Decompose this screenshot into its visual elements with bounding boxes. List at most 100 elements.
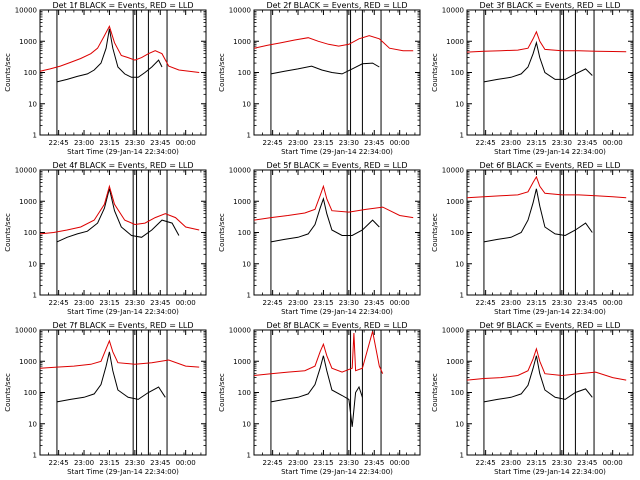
x-tick-label: 23:45 xyxy=(364,139,384,147)
series-line-events xyxy=(270,196,380,243)
plot-frame xyxy=(466,169,634,296)
x-tick-label: 22:45 xyxy=(476,139,496,147)
x-tick-label: 00:00 xyxy=(603,299,623,307)
series-line-events xyxy=(56,28,163,83)
x-tick-label: 23:00 xyxy=(74,139,94,147)
series-line-events xyxy=(483,355,593,403)
y-tick-label: 100 xyxy=(24,229,37,237)
y-axis-label: Counts/sec xyxy=(4,213,12,252)
y-tick-label: 10000 xyxy=(442,167,464,175)
x-tick-label: 23:15 xyxy=(99,299,119,307)
series-line-events xyxy=(56,351,166,403)
series-line-events xyxy=(270,62,380,75)
x-tick-label: 23:45 xyxy=(577,299,597,307)
x-tick-label: 23:15 xyxy=(313,299,333,307)
y-axis-label: Counts/sec xyxy=(218,53,226,92)
y-axis-label: Counts/sec xyxy=(218,213,226,252)
y-tick-label: 10000 xyxy=(15,327,37,335)
x-tick-label: 00:00 xyxy=(603,139,623,147)
detector-panel-3: Det 3f BLACK = Events, RED = LLD Counts/s… xyxy=(431,1,634,156)
x-tick-label: 22:45 xyxy=(476,299,496,307)
y-tick-label: 10 xyxy=(242,260,251,268)
x-tick-label: 00:00 xyxy=(390,459,410,467)
plot-frame xyxy=(39,169,207,296)
x-tick-label: 23:00 xyxy=(501,139,521,147)
x-tick-label: 23:45 xyxy=(364,459,384,467)
y-tick-label: 1 xyxy=(247,292,251,300)
y-tick-label: 1000 xyxy=(233,38,251,46)
y-tick-label: 1 xyxy=(460,292,464,300)
y-tick-label: 1000 xyxy=(19,358,37,366)
x-tick-label: 23:15 xyxy=(526,139,546,147)
x-tick-label: 23:45 xyxy=(150,139,170,147)
x-tick-label: 23:30 xyxy=(125,299,145,307)
series-line-lld xyxy=(39,25,200,73)
y-tick-label: 1 xyxy=(460,132,464,140)
y-tick-label: 1000 xyxy=(446,358,464,366)
x-tick-label: 00:00 xyxy=(390,299,410,307)
y-tick-label: 10 xyxy=(455,260,464,268)
detector-panel-6: Det 6f BLACK = Events, RED = LLD Counts/s… xyxy=(431,161,634,316)
x-tick-label: 00:00 xyxy=(390,139,410,147)
y-tick-label: 1 xyxy=(33,132,37,140)
x-axis-label: Start Time (29-Jan-14 22:34:00) xyxy=(67,468,179,476)
panel-title: Det 8f BLACK = Events, RED = LLD xyxy=(266,321,407,330)
x-tick-label: 23:00 xyxy=(501,299,521,307)
plot-frame xyxy=(39,329,207,456)
x-tick-label: 23:45 xyxy=(150,459,170,467)
y-tick-label: 10000 xyxy=(442,7,464,15)
series-line-lld xyxy=(466,30,627,53)
x-tick-label: 23:15 xyxy=(99,459,119,467)
x-tick-label: 23:00 xyxy=(74,299,94,307)
plot-frame xyxy=(466,9,634,136)
y-tick-label: 10000 xyxy=(15,7,37,15)
detector-panel-2: Det 2f BLACK = Events, RED = LLD Counts/s… xyxy=(218,1,421,156)
x-tick-label: 22:45 xyxy=(49,139,69,147)
panel-title: Det 6f BLACK = Events, RED = LLD xyxy=(479,161,620,170)
y-axis-label: Counts/sec xyxy=(4,53,12,92)
x-tick-label: 23:15 xyxy=(526,459,546,467)
x-axis-label: Start Time (29-Jan-14 22:34:00) xyxy=(281,468,393,476)
y-tick-label: 10 xyxy=(28,100,37,108)
panel-title: Det 7f BLACK = Events, RED = LLD xyxy=(52,321,193,330)
y-tick-label: 100 xyxy=(451,69,464,77)
x-tick-label: 23:15 xyxy=(313,139,333,147)
x-tick-label: 23:00 xyxy=(288,139,308,147)
series-line-events xyxy=(483,40,593,83)
y-tick-label: 10000 xyxy=(229,7,251,15)
x-tick-label: 00:00 xyxy=(176,139,196,147)
x-tick-label: 23:30 xyxy=(339,139,359,147)
x-tick-label: 23:15 xyxy=(526,299,546,307)
x-tick-label: 22:45 xyxy=(49,459,69,467)
y-tick-label: 10 xyxy=(455,420,464,428)
x-tick-label: 22:45 xyxy=(263,299,283,307)
x-tick-label: 22:45 xyxy=(476,459,496,467)
y-tick-label: 100 xyxy=(451,229,464,237)
panel-title: Det 2f BLACK = Events, RED = LLD xyxy=(266,1,407,10)
panel-title: Det 5f BLACK = Events, RED = LLD xyxy=(266,161,407,170)
x-tick-label: 23:00 xyxy=(288,299,308,307)
y-tick-label: 10 xyxy=(455,100,464,108)
y-tick-label: 1 xyxy=(33,292,37,300)
x-tick-label: 23:45 xyxy=(364,299,384,307)
series-line-lld xyxy=(466,175,627,199)
x-tick-label: 23:45 xyxy=(577,459,597,467)
detector-panel-4: Det 4f BLACK = Events, RED = LLD Counts/s… xyxy=(4,161,207,316)
y-tick-label: 1000 xyxy=(233,358,251,366)
y-axis-label: Counts/sec xyxy=(431,53,439,92)
y-tick-label: 100 xyxy=(238,229,251,237)
x-tick-label: 23:45 xyxy=(150,299,170,307)
x-tick-label: 22:45 xyxy=(49,299,69,307)
panel-title: Det 4f BLACK = Events, RED = LLD xyxy=(52,161,193,170)
x-axis-label: Start Time (29-Jan-14 22:34:00) xyxy=(281,148,393,156)
y-tick-label: 10 xyxy=(242,100,251,108)
y-tick-label: 100 xyxy=(24,389,37,397)
plot-frame xyxy=(466,329,634,456)
y-axis-label: Counts/sec xyxy=(218,373,226,412)
detector-panel-5: Det 5f BLACK = Events, RED = LLD Counts/s… xyxy=(218,161,421,316)
x-tick-label: 23:30 xyxy=(339,459,359,467)
series-line-events xyxy=(56,188,180,243)
y-tick-label: 100 xyxy=(451,389,464,397)
x-tick-label: 23:15 xyxy=(313,459,333,467)
